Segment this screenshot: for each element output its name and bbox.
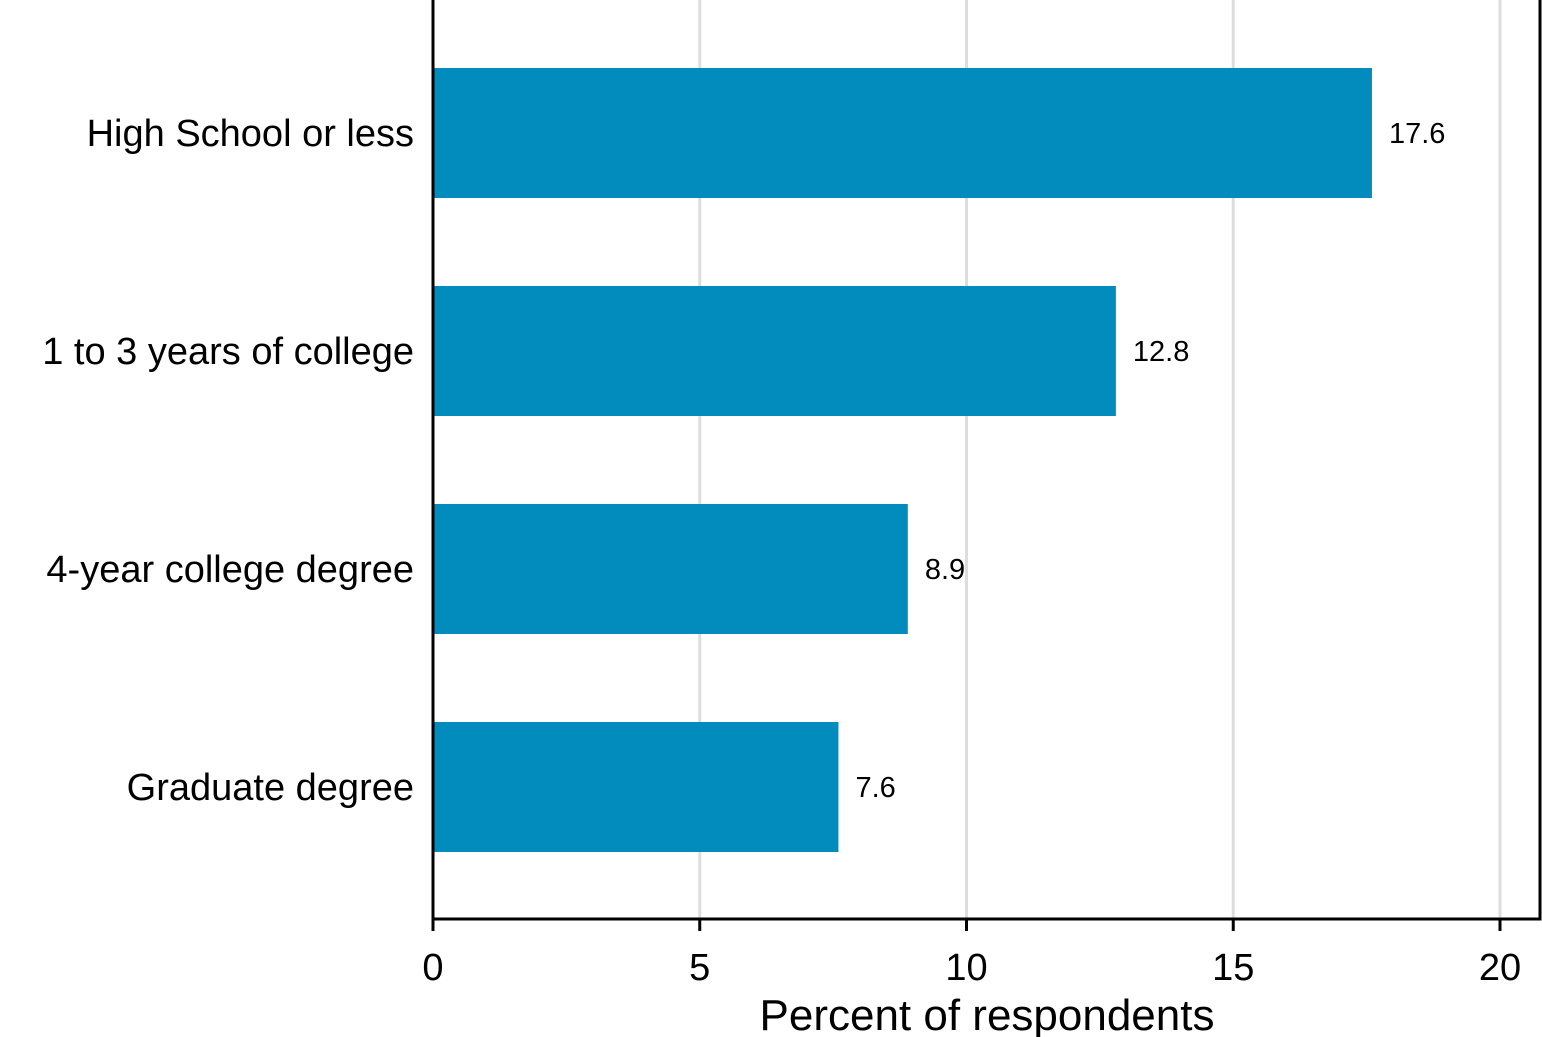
- bar-value-label: 12.8: [1133, 336, 1189, 368]
- x-axis-ticks: 0 5 10 15 20: [422, 919, 1521, 989]
- category-label: 1 to 3 years of college: [42, 331, 414, 373]
- x-axis-title: Percent of respondents: [760, 991, 1215, 1037]
- bar: [433, 504, 908, 634]
- value-labels: 17.6 12.8 8.9 7.6: [855, 118, 1445, 804]
- x-tick-label: 0: [422, 947, 443, 989]
- plot-frame: [431, 0, 1542, 921]
- bar-value-label: 8.9: [925, 554, 965, 586]
- category-label: 4-year college degree: [46, 549, 414, 591]
- bar: [433, 722, 839, 852]
- bar: [433, 286, 1116, 416]
- x-tick-label: 15: [1212, 947, 1254, 989]
- bar: [433, 68, 1372, 198]
- category-labels: High School or less 1 to 3 years of colle…: [42, 113, 414, 809]
- x-tick-label: 20: [1479, 947, 1521, 989]
- category-label: High School or less: [87, 113, 414, 155]
- x-tick-label: 10: [945, 947, 987, 989]
- bars: [433, 68, 1372, 852]
- bar-value-label: 7.6: [855, 772, 895, 804]
- bar-value-label: 17.6: [1389, 118, 1445, 150]
- category-label: Graduate degree: [127, 767, 414, 809]
- x-tick-label: 5: [689, 947, 710, 989]
